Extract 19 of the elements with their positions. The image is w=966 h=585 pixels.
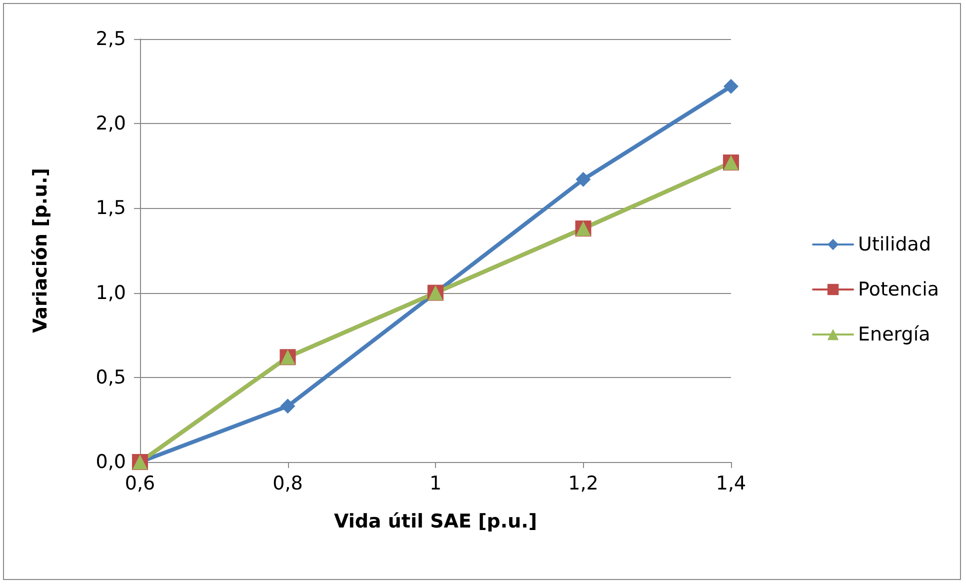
point	[280, 398, 296, 414]
x-tick-label: 1	[429, 472, 442, 494]
y-tick-label: 2,5	[96, 28, 126, 50]
x-tick-label: 1,4	[716, 472, 746, 494]
y-tick-label: 1,0	[96, 282, 126, 304]
y-tick-label: 2,0	[96, 112, 126, 135]
legend-label: Energía	[858, 324, 930, 346]
point	[724, 78, 738, 94]
x-axis-title: Vida útil SAE [p.u.]	[334, 510, 538, 532]
x-tick-label: 0,8	[272, 472, 303, 494]
y-axis-title: Variación [p.u.]	[30, 168, 52, 334]
x-tick-label: 0,6	[124, 472, 156, 494]
y-tick-label: 0,5	[96, 366, 126, 388]
point	[576, 172, 591, 187]
legend-label: Potencia	[858, 278, 940, 300]
x-tick-label: 1,2	[568, 472, 598, 494]
legend-label: Utilidad	[858, 234, 932, 256]
y-tick-label: 0,0	[96, 451, 126, 473]
y-tick-label: 1,5	[96, 197, 126, 220]
